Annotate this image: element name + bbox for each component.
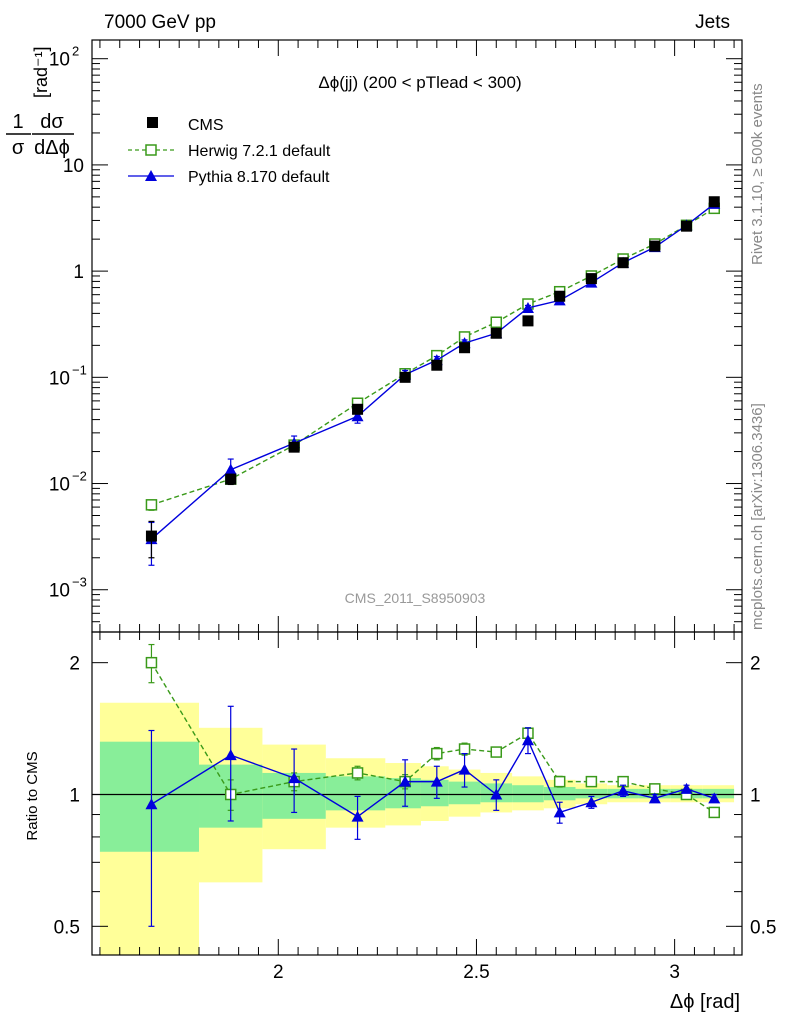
main-ytick-label: 10 [49, 368, 70, 389]
pythia-point [224, 463, 237, 475]
herwig-ratio-point [585, 775, 598, 788]
cms-point [459, 342, 471, 354]
cms-point [649, 240, 661, 252]
ratio-ytick-label-right: 2 [750, 654, 761, 675]
legend-cms-label: CMS [188, 117, 224, 134]
inner-band-bin [575, 788, 608, 799]
pythia-ratio-point [458, 763, 471, 775]
main-panel-plot [145, 196, 721, 566]
inner-band-bin [702, 788, 735, 799]
cms-point [554, 290, 566, 302]
mcplots-source-label: mcplots.cern.ch [arXiv:1306.3436] [749, 403, 766, 630]
main-ylabel: 1 σ dσ dΔϕ [rad⁻¹] [6, 46, 74, 159]
cms-point [225, 473, 237, 485]
ratio-xtick-label: 3 [669, 962, 680, 983]
pythia-ratio-point [145, 798, 158, 810]
rivet-version-label: Rivet 3.1.10, ≥ 500k events [749, 83, 766, 265]
legend-pythia-label: Pythia 8.170 default [188, 169, 330, 186]
herwig-ratio-point [351, 767, 364, 779]
cms-point [490, 327, 502, 339]
header-right-title: Jets [695, 12, 730, 33]
cms-point [681, 220, 693, 232]
ylabel-unit: [rad⁻¹] [31, 46, 51, 98]
cms-point [585, 273, 597, 285]
analysis-watermark: CMS_2011_S8950903 [345, 590, 486, 606]
herwig-ratio-point [490, 746, 503, 758]
ratio-ytick-label: 0.5 [54, 917, 80, 938]
ylabel-num: 1 [12, 111, 23, 133]
xlabel: Δϕ [rad] [670, 991, 740, 1013]
ratio-ytick-label-right: 1 [750, 785, 761, 806]
legend-cms-marker [147, 117, 158, 128]
pythia-ratio-point [680, 782, 693, 794]
pythia-ratio-point [288, 772, 301, 784]
inner-band-bin [99, 741, 200, 852]
pythia-point [521, 301, 534, 313]
pythia-ratio-point [521, 734, 534, 746]
main-ytick-label: 10 [49, 581, 70, 602]
pythia-ratio-point [648, 792, 661, 804]
cms-point [522, 315, 534, 327]
main-plot-title: Δϕ(jj) (200 < pTlead < 300) [318, 73, 521, 92]
pythia-ratio-point [399, 775, 412, 787]
herwig-ratio-point [145, 656, 158, 669]
ratio-ytick-label: 2 [69, 654, 80, 675]
main-ytick-label: 10 [49, 50, 70, 71]
main-ytick-exponent: −3 [72, 575, 87, 590]
herwig-point [145, 499, 158, 511]
herwig-point [490, 316, 503, 329]
ratio-ytick-label: 1 [69, 785, 80, 806]
inner-band-bin [543, 787, 576, 801]
main-ytick-exponent: 2 [72, 44, 79, 59]
legend-herwig-marker [145, 144, 157, 156]
ylabel-num2: dσ [40, 111, 64, 133]
inner-band-bin [448, 781, 481, 805]
cms-point [145, 530, 157, 542]
pythia-ratio-point [553, 806, 566, 818]
pythia-point [351, 410, 364, 422]
herwig-ratio-point [553, 775, 566, 788]
ylabel-den2: dΔϕ [34, 137, 70, 159]
cms-point [288, 441, 300, 453]
header-left-title: 7000 GeV pp [104, 12, 216, 33]
herwig-ratio-point [431, 747, 443, 760]
main-ytick-label: 1 [73, 262, 84, 283]
main-ytick-label: 10 [49, 475, 70, 496]
main-ytick-exponent: −1 [72, 362, 87, 377]
pythia-ratio-point [617, 784, 630, 796]
ratio-uncertainty-bands [92, 702, 742, 955]
cms-point [431, 359, 443, 371]
pythia-ratio-point [351, 810, 364, 822]
pythia-line [150, 203, 715, 540]
pythia-ratio-point [708, 792, 721, 804]
cms-point [617, 257, 629, 269]
ratio-xtick-label: 2 [273, 962, 284, 983]
cms-point [708, 196, 720, 208]
pythia-ratio-point [224, 749, 237, 761]
cms-point [352, 403, 364, 415]
ratio-ytick-label-right: 0.5 [750, 917, 776, 938]
pythia-ratio-point [430, 775, 443, 787]
main-ytick-exponent: −2 [72, 469, 87, 484]
herwig-ratio-point [708, 806, 721, 819]
inner-band-bin [512, 785, 544, 803]
pythia-ratio-point [490, 788, 503, 800]
ylabel-den: σ [12, 137, 25, 159]
pythia-ratio-point [585, 796, 598, 808]
herwig-ratio-point [458, 743, 471, 755]
cms-point [399, 371, 411, 383]
ratio-xtick-label: 2.5 [463, 962, 489, 983]
main-ytick-label: 10 [63, 156, 84, 177]
ratio-panel-plot [145, 643, 721, 927]
legend-herwig-label: Herwig 7.2.1 default [188, 143, 331, 160]
legend: CMS Herwig 7.2.1 default Pythia 8.170 de… [128, 117, 331, 186]
ratio-ylabel: Ratio to CMS [24, 751, 41, 840]
inner-band-bin [325, 776, 386, 811]
legend-pythia-marker [145, 170, 157, 181]
